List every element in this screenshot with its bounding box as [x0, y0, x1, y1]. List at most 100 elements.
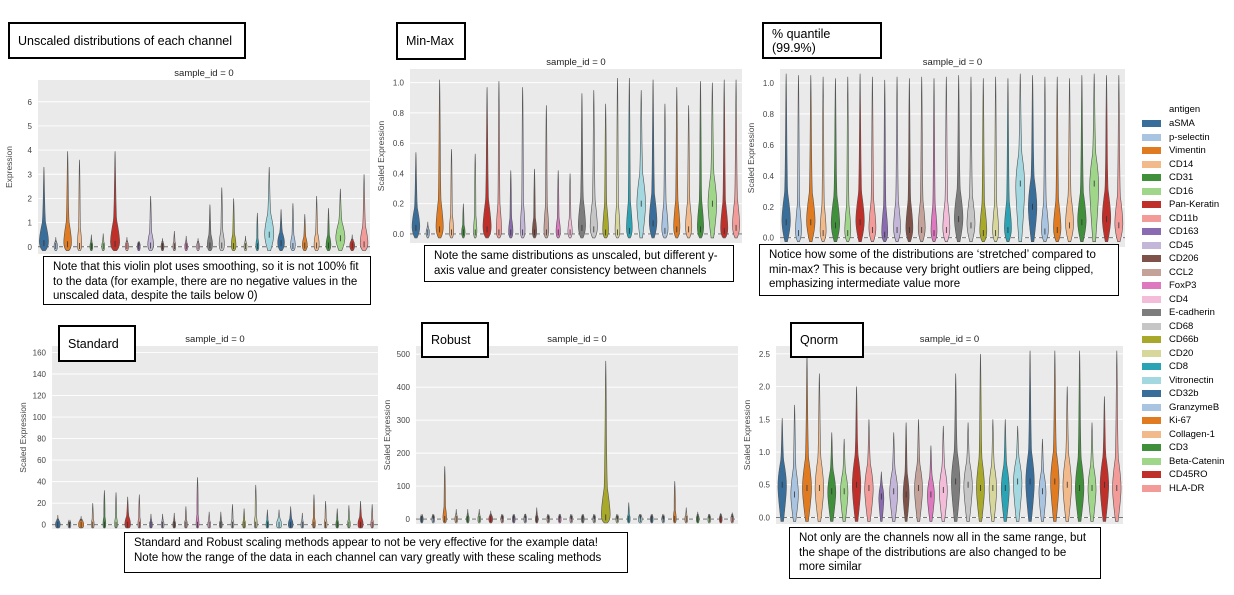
panel-label-standard: Standard [58, 325, 136, 362]
panel-label-minmax: Min-Max [396, 22, 466, 60]
chart-robust: sample_id = 0 0 100 200 300 400 500 Scaled Expr… [382, 334, 738, 524]
violin-granzymeb [661, 103, 669, 239]
legend-label: Vitronectin [1169, 374, 1214, 386]
violin-cd45 [893, 76, 901, 243]
legend-item: aSMA [1142, 117, 1230, 131]
legend-item: CCL2 [1142, 266, 1230, 280]
violin-hla-dr [1114, 75, 1124, 243]
legend-label: CD14 [1169, 158, 1194, 170]
legend-swatch [1142, 174, 1161, 182]
violin-beta-catenin [1087, 422, 1097, 522]
y-tick-label: 0 [42, 521, 47, 530]
violin-cd16 [101, 233, 105, 252]
legend-label: CD32b [1169, 388, 1199, 400]
violin-cd11b [864, 419, 874, 522]
legend-swatch [1142, 201, 1161, 209]
legend-swatch [1142, 484, 1161, 492]
note-qnorm: Not only are the channels now all in the… [789, 527, 1101, 579]
legend-label: Ki-67 [1169, 415, 1192, 427]
y-tick-label: 4 [28, 146, 33, 155]
violin-collagen-1 [684, 507, 688, 524]
violin-cd32b [1025, 350, 1035, 522]
chart-title: sample_id = 0 [920, 334, 979, 345]
y-tick-label: 0.2 [393, 200, 405, 209]
violin-cd11b [137, 494, 142, 529]
violin-collagen-1 [685, 105, 693, 239]
y-tick-label: 1 [28, 219, 33, 228]
legend-swatch [1142, 268, 1161, 276]
violin-cd4 [938, 425, 948, 522]
y-tick-label: 0 [28, 243, 33, 252]
chart-title: sample_id = 0 [546, 57, 605, 68]
note-quantile: Notice how some of the distributions are… [759, 244, 1119, 296]
y-tick-label: 100 [397, 482, 411, 491]
violin-foxp3 [930, 78, 938, 243]
violin-cd16 [473, 153, 478, 239]
violin-ki-67 [312, 494, 316, 529]
violin-cd45ro [1101, 75, 1112, 243]
violin-cd14 [819, 76, 827, 243]
violin-granzymeb [1038, 438, 1047, 522]
y-tick-label: 80 [37, 435, 46, 444]
legend-label: CD45RO [1169, 469, 1208, 481]
violin-cd31 [89, 234, 94, 252]
legend-item: CD11b [1142, 212, 1230, 226]
legend: antigen aSMA p-selectin Vimentin CD14 CD31 CD… [1142, 104, 1230, 495]
y-tick-label: 2 [28, 194, 33, 203]
legend-swatch [1142, 241, 1161, 249]
violin-cd206 [532, 168, 537, 239]
violin-granzymeb [1041, 76, 1049, 243]
violin-cd45 [147, 195, 154, 252]
y-axis-label: Scaled Expression [18, 402, 28, 473]
legend-item: GranzymeB [1142, 401, 1230, 415]
violin-cd45 [519, 87, 526, 239]
violin-cd45 [889, 432, 899, 522]
legend-label: CD11b [1169, 212, 1198, 224]
violin-vitronectin [1015, 73, 1026, 243]
chart-title: sample_id = 0 [923, 57, 982, 68]
violin-cd14 [91, 503, 95, 529]
violin-beta-catenin [707, 82, 717, 239]
violin-cd66b [230, 198, 237, 252]
violin-vimentin [435, 79, 444, 239]
note-minmax: Note the same distributions as unscaled,… [424, 245, 734, 282]
y-tick-label: 0 [406, 515, 411, 524]
violin-cd11b [495, 81, 502, 239]
y-tick-label: 1.5 [759, 415, 771, 424]
legend-swatch [1142, 444, 1161, 452]
y-tick-label: 0.6 [763, 141, 775, 150]
violin-cd66b [242, 508, 246, 529]
legend-item: CD31 [1142, 171, 1230, 185]
violin-cd45ro [357, 500, 364, 529]
violin-cd3 [697, 81, 704, 239]
violin-cd68 [218, 187, 225, 252]
violin-cd206 [905, 78, 914, 243]
chart-standard: sample_id = 0 0 20 40 60 80 100 120 140 160 Scaled… [18, 334, 378, 530]
violin-asma [39, 166, 49, 252]
violin-ccl2 [914, 419, 923, 522]
y-tick-label: 1.0 [759, 448, 771, 457]
violin-ki-67 [673, 481, 677, 524]
violin-granzymeb [290, 203, 296, 252]
plot-background [52, 346, 378, 529]
y-tick-label: 0.0 [393, 230, 405, 239]
legend-item: Beta-Catenin [1142, 455, 1230, 469]
y-axis-label: Expression [4, 146, 14, 188]
legend-label: CD31 [1169, 172, 1194, 184]
violin-pan-keratin [482, 87, 492, 239]
violin-vimentin [442, 466, 447, 524]
y-tick-label: 140 [33, 370, 47, 379]
legend-swatch [1142, 282, 1161, 290]
violin-cd66b [979, 78, 988, 243]
violin-cd3 [325, 208, 332, 252]
legend-item: CD20 [1142, 347, 1230, 361]
legend-label: CD68 [1169, 320, 1194, 332]
chart-title: sample_id = 0 [185, 334, 244, 345]
violin-vitronectin [636, 90, 646, 239]
legend-item: CD14 [1142, 158, 1230, 172]
y-axis-label: Scaled Expression [376, 121, 386, 192]
violin-e-cadherin [954, 75, 964, 243]
legend-swatch [1142, 349, 1161, 357]
violin-cd16 [840, 438, 849, 522]
y-tick-label: 400 [397, 383, 411, 392]
